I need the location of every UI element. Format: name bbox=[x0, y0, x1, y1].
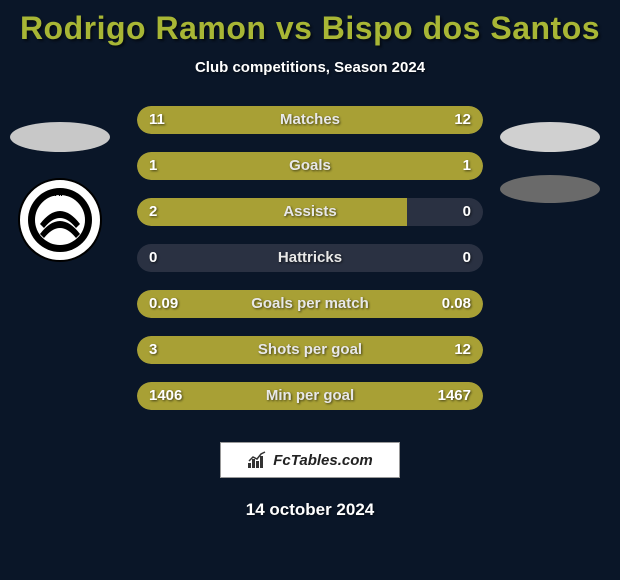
date-text: 14 october 2024 bbox=[0, 500, 620, 520]
stat-value-right: 12 bbox=[454, 106, 471, 134]
stat-label: Shots per goal bbox=[137, 336, 483, 364]
watermark-text: FcTables.com bbox=[273, 452, 372, 469]
stat-label: Goals bbox=[137, 152, 483, 180]
stat-label: Matches bbox=[137, 106, 483, 134]
stat-value-right: 1467 bbox=[438, 382, 471, 410]
chart-icon bbox=[247, 451, 267, 469]
stats-container: 11Matches121Goals12Assists00Hattricks00.… bbox=[0, 106, 620, 410]
stat-label: Goals per match bbox=[137, 290, 483, 318]
stat-value-right: 0 bbox=[463, 198, 471, 226]
stat-row: 0Hattricks0 bbox=[137, 244, 483, 272]
watermark: FcTables.com bbox=[220, 442, 400, 478]
stat-row: 1Goals1 bbox=[137, 152, 483, 180]
stat-row: 11Matches12 bbox=[137, 106, 483, 134]
stat-row: 2Assists0 bbox=[137, 198, 483, 226]
subtitle: Club competitions, Season 2024 bbox=[0, 59, 620, 76]
stat-row: 1406Min per goal1467 bbox=[137, 382, 483, 410]
stat-label: Min per goal bbox=[137, 382, 483, 410]
stat-label: Hattricks bbox=[137, 244, 483, 272]
page-title: Rodrigo Ramon vs Bispo dos Santos bbox=[0, 0, 620, 47]
stat-value-right: 12 bbox=[454, 336, 471, 364]
stat-value-right: 1 bbox=[463, 152, 471, 180]
stat-label: Assists bbox=[137, 198, 483, 226]
stat-row: 3Shots per goal12 bbox=[137, 336, 483, 364]
stat-row: 0.09Goals per match0.08 bbox=[137, 290, 483, 318]
stat-value-right: 0.08 bbox=[442, 290, 471, 318]
stat-value-right: 0 bbox=[463, 244, 471, 272]
